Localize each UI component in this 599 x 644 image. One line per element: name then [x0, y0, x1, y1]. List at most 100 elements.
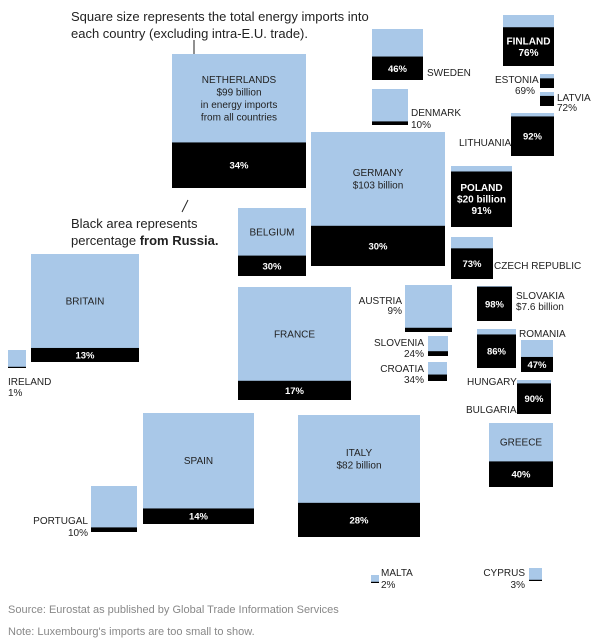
netherlands-pct-label: 34% [229, 161, 249, 172]
czech-republic-pct-label: 73% [462, 259, 482, 270]
country-romania: ROMANIA 47% [519, 329, 566, 372]
ireland-label-line: IRELAND [8, 377, 51, 388]
france-label-line: FRANCE [274, 329, 315, 340]
britain-russia-share [31, 347, 139, 362]
portugal-russia-share [91, 527, 137, 532]
bulgaria-pct-label: 90% [524, 394, 544, 405]
slovakia-pct-label: 98% [485, 299, 505, 310]
austria-label-line: AUSTRIA [359, 296, 403, 307]
source-text: Source: Eurostat as published by Global … [8, 604, 339, 616]
black-area-note: Black area represents percentage from Ru… [71, 215, 241, 249]
malta-russia-share [371, 581, 379, 583]
ireland-total-square [8, 350, 26, 368]
germany-label-line: GERMANY [353, 168, 404, 179]
denmark-pct-label: 10% [411, 120, 431, 131]
ireland-pct-label: 1% [8, 388, 23, 399]
country-bulgaria: BULGARIA 90% [466, 380, 551, 416]
bulgaria-label-line: BULGARIA [466, 405, 517, 416]
note-text: Note: Luxembourg's imports are too small… [8, 626, 255, 638]
estonia-pct-label: 69% [515, 86, 535, 97]
annotation-leaders [181, 40, 195, 213]
croatia-pct-label: 34% [404, 375, 424, 386]
austria-pct-label: 9% [388, 306, 403, 317]
estonia-label-line: ESTONIA [495, 75, 539, 86]
slovenia-total-square [428, 336, 448, 356]
germany-label-line: $103 billion [353, 181, 404, 192]
country-belgium: BELGIUM 30% [238, 208, 306, 276]
country-hungary: HUNGARY 86% [467, 329, 517, 388]
czech-republic-label-line: CZECH REPUBLIC [494, 261, 581, 272]
cyprus-russia-share [529, 579, 542, 581]
austria-total-square [405, 285, 452, 332]
country-france: FRANCE 17% [238, 287, 351, 400]
denmark-label-line: DENMARK [411, 108, 461, 119]
slovakia-label-line: $7.6 billion [516, 302, 564, 313]
spain-total-square [143, 413, 254, 524]
france-russia-share [238, 380, 351, 400]
cyprus-total-square [529, 568, 542, 581]
bulgaria-russia-share [517, 383, 551, 414]
country-slovakia: SLOVAKIA$7.6 billion 98% [477, 286, 565, 321]
portugal-pct-label: 10% [68, 528, 88, 539]
finland-label-line: FINLAND [507, 36, 551, 47]
portugal-total-square [91, 486, 137, 532]
country-britain: BRITAIN 13% [31, 254, 139, 362]
germany-russia-share [311, 225, 445, 266]
country-greece: GREECE 40% [489, 423, 553, 487]
size-note: Square size represents the total energy … [71, 9, 369, 41]
denmark-russia-share [372, 121, 408, 125]
lithuania-label-line: LITHUANIA [459, 138, 512, 149]
romania-pct-label: 47% [527, 360, 547, 371]
sweden-russia-share [372, 56, 423, 80]
slovenia-label-line: SLOVENIA [374, 338, 424, 349]
lithuania-russia-share [511, 116, 554, 156]
poland-pct-label: 91% [471, 206, 491, 217]
slovenia-russia-share [428, 351, 448, 356]
ireland-russia-share [8, 366, 26, 368]
estonia-russia-share [540, 78, 554, 88]
lithuania-pct-label: 92% [523, 132, 543, 143]
netherlands-russia-share [172, 142, 306, 188]
netherlands-label-line: from all countries [201, 112, 277, 123]
slovenia-pct-label: 24% [404, 349, 424, 360]
spain-label-line: SPAIN [184, 456, 213, 467]
poland-label-line: $20 billion [457, 195, 506, 206]
italy-label-line: $82 billion [336, 461, 381, 472]
latvia-label-line: LATVIA [557, 93, 591, 104]
latvia-russia-share [540, 95, 554, 106]
spain-pct-label: 14% [189, 512, 209, 523]
britain-pct-label: 13% [75, 350, 95, 361]
sweden-label-line: SWEDEN [427, 68, 471, 79]
greece-label-line: GREECE [500, 438, 543, 449]
black-area-note-text: Black area represents percentage [71, 216, 198, 248]
finland-pct-label: 76% [518, 48, 538, 59]
romania-russia-share [521, 356, 553, 372]
denmark-total-square [372, 89, 408, 125]
slovakia-label-line: SLOVAKIA [516, 291, 565, 302]
italy-russia-share [298, 502, 420, 537]
latvia-pct-label: 72% [557, 103, 577, 114]
croatia-label-line: CROATIA [380, 364, 424, 375]
portugal-label-line: PORTUGAL [33, 516, 88, 527]
belgium-pct-label: 30% [262, 261, 282, 272]
country-czech-republic: CZECH REPUBLIC 73% [451, 237, 581, 279]
germany-pct-label: 30% [368, 241, 388, 252]
italy-pct-label: 28% [349, 515, 369, 526]
netherlands-label-line: NETHERLANDS [202, 75, 277, 86]
czech-republic-russia-share [451, 248, 493, 279]
malta-total-square [371, 575, 379, 583]
sweden-pct-label: 46% [388, 64, 408, 75]
hungary-russia-share [477, 334, 516, 368]
country-germany: GERMANY $103 billion 30% [311, 132, 445, 266]
country-sweden: SWEDEN 46% [372, 29, 471, 80]
malta-label-line: MALTA [381, 568, 413, 579]
black-note-leader [181, 199, 189, 213]
poland-russia-share [451, 171, 512, 227]
